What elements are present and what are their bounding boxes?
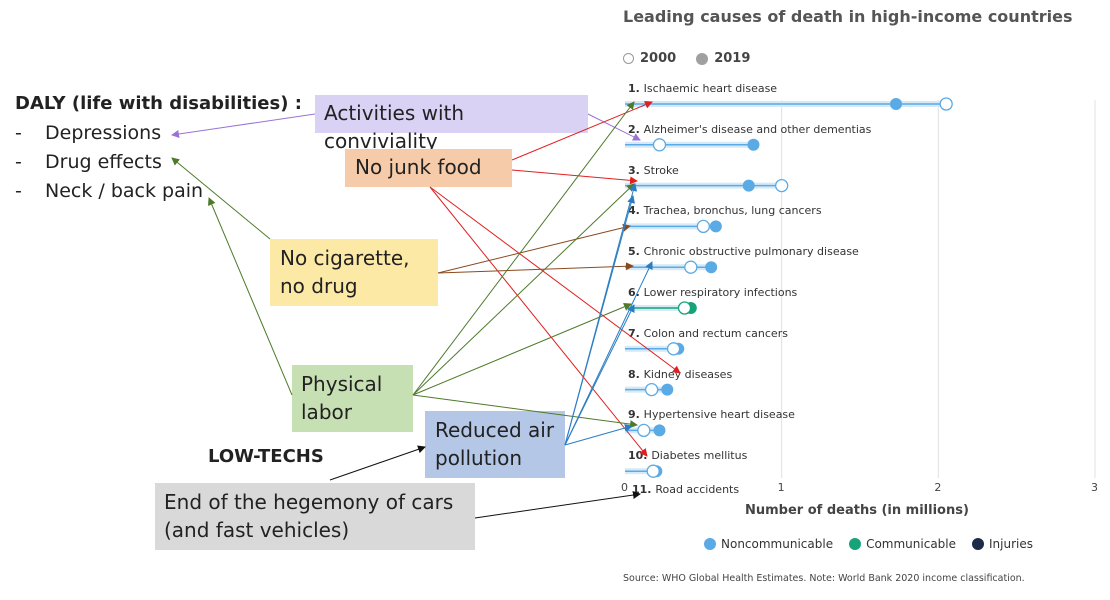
category-name: Trachea, bronchus, lung cancers [643,204,822,218]
category-label: 1. Ischaemic heart disease [628,82,777,95]
conviviality-box: Activities with conviviality [315,95,588,153]
legend-communicable-dot [849,538,862,550]
point-2000 [644,382,659,397]
category-name: Road accidents [655,483,740,496]
category-label: 11. Road accidents [632,483,739,496]
category-name: Chronic obstructive pulmonary disease [643,245,859,259]
point-2000 [696,219,710,234]
list-dash: - [15,180,22,202]
cars-box: End of the hegemony of cars (and fast ve… [155,483,475,550]
point-2019 [705,261,718,274]
category-rank: 3. [628,163,644,177]
category-label: 5. Chronic obstructive pulmonary disease [628,245,859,258]
legend-noncommunicable-dot [704,538,716,550]
category-rank: 9. [628,408,644,422]
daly-item-label: Neck / back pain [45,180,204,202]
physical-labor-box: Physical labor [292,365,413,432]
daly-item-depressions: - Depressions [15,122,161,144]
x-tick-label: 0 [621,481,628,494]
category-rank: 10. [628,449,652,463]
x-tick-label: 2 [934,481,942,494]
category-name: Alzheimer's disease and other dementias [643,122,872,136]
point-2000 [684,260,698,274]
point-2000 [637,423,651,438]
daly-item-label: Drug effects [45,151,162,173]
point-2000 [775,178,789,193]
legend-communicable-label: Communicable [866,537,957,551]
list-dash: - [15,151,22,173]
year-2000-marker [623,53,634,64]
point-2000 [666,342,681,356]
category-label: 2. Alzheimer's disease and other dementi… [628,123,871,136]
category-rank: 6. [628,286,644,299]
category-rank: 5. [628,245,644,259]
category-name: Kidney diseases [643,367,733,381]
point-2000 [677,301,692,315]
category-name: Lower respiratory infections [643,286,798,299]
category-label: 7. Colon and rectum cancers [628,327,788,340]
category-rank: 8. [628,367,644,381]
category-label: 8. Kidney diseases [628,368,732,381]
point-2000 [652,138,667,152]
low-techs-label: LOW-TECHS [208,446,324,467]
legend-noncommunicable-label: Noncommunicable [721,537,834,551]
air-pollution-box: Reduced air pollution [425,411,565,478]
year-2019-marker [696,52,709,65]
category-label: 10. Diabetes mellitus [628,449,747,462]
point-2000 [939,97,953,111]
legend-communicable: Communicable [849,537,956,551]
category-label: 3. Stroke [628,164,679,177]
list-dash: - [15,122,22,144]
group-legend: Noncommunicable Communicable Injuries [704,537,1049,551]
chart-title: Leading causes of death in high-income c… [623,7,1073,26]
point-2019 [890,98,903,110]
category-label: 6. Lower respiratory infections [628,286,797,299]
x-axis-label: Number of deaths (in millions) [745,503,969,518]
cigarette-box: No cigarette, no drug [270,239,438,306]
junk-food-box: No junk food [345,149,512,187]
category-name: Colon and rectum cancers [643,326,788,340]
category-name: Stroke [643,163,679,177]
x-tick-label: 3 [1091,481,1098,494]
legend-injuries: Injuries [972,537,1033,551]
chart-source-note: Source: WHO Global Health Estimates. Not… [623,573,1025,584]
year-2019-label: 2019 [714,51,751,66]
daly-item-neck-back-pain: - Neck / back pain [15,180,203,202]
point-2000 [646,464,660,478]
point-2019 [709,220,722,233]
category-name: Hypertensive heart disease [643,408,795,422]
daly-item-label: Depressions [45,122,162,144]
x-tick-label: 1 [777,481,785,494]
category-rank: 4. [628,204,644,218]
category-rank: 2. [628,122,644,136]
point-2019 [653,424,666,437]
legend-noncommunicable: Noncommunicable [704,537,833,551]
category-rank: 7. [628,326,644,340]
daly-title: DALY (life with disabilities) : [15,93,302,114]
legend-injuries-label: Injuries [989,537,1034,551]
legend-injuries-dot [972,538,985,550]
category-label: 4. Trachea, bronchus, lung cancers [628,204,822,217]
category-name: Diabetes mellitus [651,449,748,463]
point-2019 [747,138,760,151]
year-legend: 2000 2019 [623,51,750,66]
category-rank: 11. [632,483,656,496]
category-rank: 1. [628,82,644,95]
point-2019 [742,179,755,192]
category-name: Ischaemic heart disease [643,82,778,95]
point-2019 [661,383,674,396]
category-label: 9. Hypertensive heart disease [628,408,795,421]
year-2000-label: 2000 [640,51,677,66]
daly-item-drug-effects: - Drug effects [15,151,162,173]
